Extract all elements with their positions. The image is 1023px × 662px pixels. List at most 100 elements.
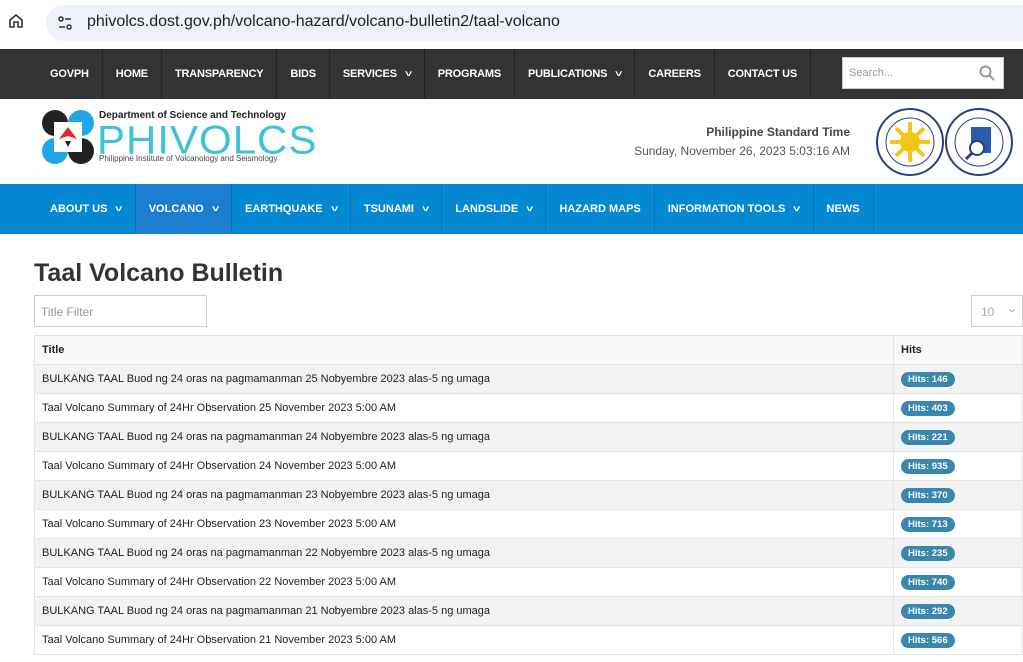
topnav-item-govph[interactable]: GOVPH bbox=[37, 49, 103, 99]
bulletin-title-link[interactable]: Taal Volcano Summary of 24Hr Observation… bbox=[34, 509, 894, 539]
hits-cell: Hits: 292 bbox=[893, 596, 1023, 626]
table-row: BULKANG TAAL Buod ng 24 oras na pagmaman… bbox=[34, 596, 1023, 626]
address-bar[interactable]: phivolcs.dost.gov.ph/volcano-hazard/volc… bbox=[46, 5, 1023, 41]
hits-badge: Hits: 403 bbox=[901, 400, 955, 416]
logo-text: PHIVOLCS bbox=[97, 117, 318, 162]
site-settings-icon[interactable] bbox=[56, 14, 74, 32]
table-row: BULKANG TAAL Buod ng 24 oras na pagmaman… bbox=[34, 422, 1023, 452]
foi-seal-icon[interactable] bbox=[945, 108, 1013, 176]
table-row: Taal Volcano Summary of 24Hr Observation… bbox=[34, 625, 1023, 655]
chevron-down-icon: ˅ bbox=[211, 204, 220, 214]
chevron-down-icon: ˅ bbox=[615, 69, 623, 79]
search-input[interactable]: Search... bbox=[842, 57, 1004, 89]
topnav-item-services[interactable]: SERVICES ˅ bbox=[330, 49, 425, 99]
hits-badge: Hits: 370 bbox=[901, 487, 955, 503]
mainnav-item-volcano[interactable]: VOLCANO ˅ bbox=[135, 184, 232, 234]
topnav-item-programs[interactable]: PROGRAMS bbox=[425, 49, 515, 99]
hits-badge: Hits: 235 bbox=[901, 545, 955, 561]
chevron-down-icon: ˅ bbox=[330, 204, 338, 214]
bulletin-title-link[interactable]: Taal Volcano Summary of 24Hr Observation… bbox=[34, 625, 894, 655]
topnav-item-contact-us[interactable]: CONTACT US bbox=[715, 49, 812, 99]
nav-label: INFORMATION TOOLS bbox=[667, 203, 786, 215]
table-row: Taal Volcano Summary of 24Hr Observation… bbox=[34, 567, 1023, 597]
dost-label: Department of Science and Technology bbox=[99, 110, 287, 121]
title-filter-input[interactable]: Title Filter bbox=[34, 295, 207, 327]
title-column-header[interactable]: Title bbox=[34, 335, 894, 365]
mainnav-item-hazard-maps[interactable]: HAZARD MAPS bbox=[546, 184, 655, 234]
nav-label: GOVPH bbox=[50, 68, 89, 80]
hits-cell: Hits: 370 bbox=[893, 480, 1023, 510]
hits-cell: Hits: 146 bbox=[893, 364, 1023, 394]
chevron-down-icon: ⌄ bbox=[1005, 304, 1019, 315]
table-row: Taal Volcano Summary of 24Hr Observation… bbox=[34, 451, 1023, 481]
topnav-item-home[interactable]: HOME bbox=[103, 49, 162, 99]
pst-value: Sunday, November 26, 2023 5:03:16 AM bbox=[634, 144, 850, 158]
hits-cell: Hits: 935 bbox=[893, 451, 1023, 481]
topnav-item-careers[interactable]: CAREERS bbox=[635, 49, 715, 99]
bulletin-title-link[interactable]: Taal Volcano Summary of 24Hr Observation… bbox=[34, 393, 894, 423]
hits-badge: Hits: 292 bbox=[901, 603, 955, 619]
bulletin-title-link[interactable]: BULKANG TAAL Buod ng 24 oras na pagmaman… bbox=[34, 364, 894, 394]
chevron-down-icon: ˅ bbox=[793, 204, 801, 214]
list-limit-select[interactable]: 10 ⌄ bbox=[971, 295, 1023, 327]
topnav-item-transparency[interactable]: TRANSPARENCY bbox=[162, 49, 278, 99]
hits-badge: Hits: 713 bbox=[901, 516, 955, 532]
bulletin-table: Title Hits BULKANG TAAL Buod ng 24 oras … bbox=[34, 335, 1023, 655]
hits-badge: Hits: 221 bbox=[901, 429, 955, 445]
url-text[interactable]: phivolcs.dost.gov.ph/volcano-hazard/volc… bbox=[87, 13, 560, 30]
hits-cell: Hits: 740 bbox=[893, 567, 1023, 597]
nav-label: HOME bbox=[115, 68, 148, 80]
mainnav-item-tsunami[interactable]: TSUNAMI ˅ bbox=[351, 184, 443, 234]
chevron-down-icon: ˅ bbox=[404, 69, 412, 79]
filter-placeholder: Title Filter bbox=[41, 305, 94, 319]
nav-label: EARTHQUAKE bbox=[244, 203, 323, 215]
bulletin-title-link[interactable]: BULKANG TAAL Buod ng 24 oras na pagmaman… bbox=[34, 596, 894, 626]
bulletin-title-link[interactable]: Taal Volcano Summary of 24Hr Observation… bbox=[34, 567, 894, 597]
nav-label: NEWS bbox=[826, 203, 860, 215]
nav-label: CONTACT US bbox=[727, 68, 798, 80]
standard-time: Philippine Standard Time Sunday, Novembe… bbox=[634, 125, 850, 158]
transparency-seal-icon[interactable] bbox=[876, 108, 944, 176]
table-row: Taal Volcano Summary of 24Hr Observation… bbox=[34, 393, 1023, 423]
home-icon[interactable] bbox=[7, 12, 25, 30]
browser-bar: phivolcs.dost.gov.ph/volcano-hazard/volc… bbox=[0, 0, 1023, 49]
nav-label: ABOUT US bbox=[50, 203, 108, 215]
bulletin-title-link[interactable]: BULKANG TAAL Buod ng 24 oras na pagmaman… bbox=[34, 480, 894, 510]
bulletin-title-link[interactable]: Taal Volcano Summary of 24Hr Observation… bbox=[34, 451, 894, 481]
nav-label: PUBLICATIONS bbox=[527, 68, 608, 80]
table-row: Taal Volcano Summary of 24Hr Observation… bbox=[34, 509, 1023, 539]
nav-label: SERVICES bbox=[342, 68, 397, 80]
institute-label: Philippine Institute of Volcanology and … bbox=[99, 154, 278, 163]
hits-badge: Hits: 740 bbox=[901, 574, 955, 590]
mainnav-item-landslide[interactable]: LANDSLIDE ˅ bbox=[442, 184, 547, 234]
chevron-down-icon: ˅ bbox=[421, 204, 430, 214]
hits-cell: Hits: 235 bbox=[893, 538, 1023, 568]
table-row: BULKANG TAAL Buod ng 24 oras na pagmaman… bbox=[34, 538, 1023, 568]
bulletin-title-link[interactable]: BULKANG TAAL Buod ng 24 oras na pagmaman… bbox=[34, 538, 894, 568]
hits-cell: Hits: 566 bbox=[893, 625, 1023, 655]
mainnav-item-earthquake[interactable]: EARTHQUAKE ˅ bbox=[232, 184, 351, 234]
bulletin-title-link[interactable]: BULKANG TAAL Buod ng 24 oras na pagmaman… bbox=[34, 422, 894, 452]
topnav-item-publications[interactable]: PUBLICATIONS ˅ bbox=[515, 49, 636, 99]
search-placeholder: Search... bbox=[849, 67, 894, 79]
nav-label: TSUNAMI bbox=[363, 203, 414, 215]
main-navigation: ABOUT US ˅ VOLCANO ˅ EARTHQUAKE ˅ TSUNAMI ˅ LAND… bbox=[0, 184, 1023, 234]
topnav-item-bids[interactable]: BIDS bbox=[277, 49, 330, 99]
pst-label: Philippine Standard Time bbox=[706, 125, 850, 139]
mainnav-item-information-tools[interactable]: INFORMATION TOOLS ˅ bbox=[655, 184, 814, 234]
search-icon[interactable] bbox=[979, 65, 995, 81]
nav-label: PROGRAMS bbox=[437, 68, 501, 80]
mainnav-item-about-us[interactable]: ABOUT US ˅ bbox=[37, 184, 136, 234]
nav-label: VOLCANO bbox=[148, 203, 204, 215]
nav-label: TRANSPARENCY bbox=[174, 68, 264, 80]
hits-badge: Hits: 566 bbox=[901, 632, 955, 648]
hits-column-header[interactable]: Hits bbox=[893, 335, 1023, 365]
site-header: Department of Science and Technology PHI… bbox=[0, 99, 1023, 184]
nav-label: CAREERS bbox=[648, 68, 701, 80]
page-title: Taal Volcano Bulletin bbox=[34, 259, 284, 287]
table-row: BULKANG TAAL Buod ng 24 oras na pagmaman… bbox=[34, 364, 1023, 394]
nav-label: LANDSLIDE bbox=[455, 203, 519, 215]
mainnav-item-news[interactable]: NEWS bbox=[814, 184, 874, 234]
phivolcs-logo-icon[interactable] bbox=[41, 109, 95, 165]
nav-label: BIDS bbox=[290, 68, 316, 80]
